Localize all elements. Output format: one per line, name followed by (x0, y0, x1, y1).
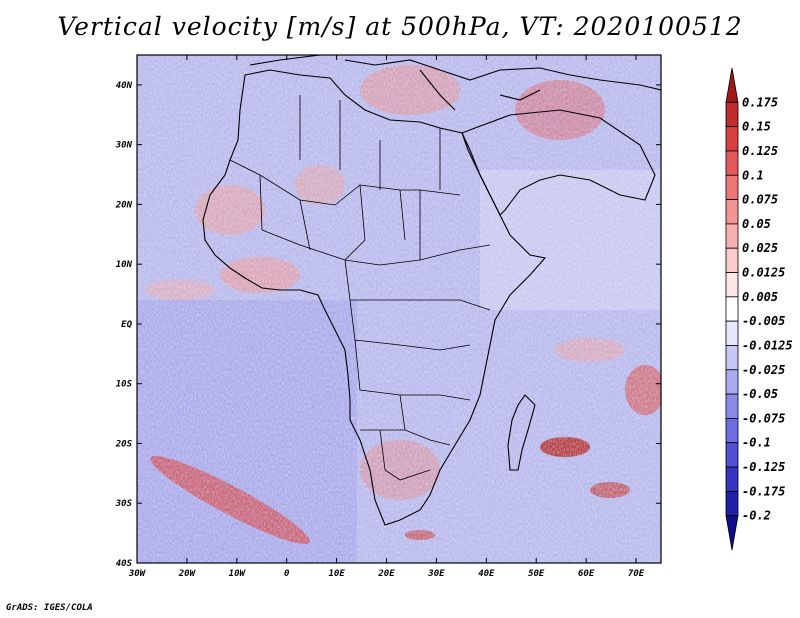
colorbar-swatch (725, 174, 739, 200)
colorbar-label: 0.005 (742, 290, 778, 304)
lon-label: 30W (128, 569, 147, 579)
lon-label: 10W (229, 569, 247, 579)
lat-label: 10S (116, 380, 133, 390)
colorbar: 0.175 0.15 0.125 0.1 0.075 0.05 0.025 0.0125 0.0… (725, 67, 793, 551)
lat-label: 30S (115, 499, 133, 509)
colorbar-swatch (725, 247, 739, 273)
colorbar-swatch (725, 199, 739, 225)
lon-label: 20W (178, 569, 197, 579)
colorbar-swatch (725, 418, 739, 444)
lat-label: 20S (115, 439, 133, 449)
colorbar-label: -0.005 (742, 314, 785, 328)
lat-label: 40S (116, 559, 133, 569)
colorbar-swatch (725, 296, 739, 322)
lon-label: 70E (628, 569, 645, 579)
lat-label: 10N (116, 260, 133, 270)
colorbar-swatch (725, 101, 739, 128)
colorbar-swatch (725, 320, 739, 346)
lat-label: 30N (115, 141, 133, 151)
colorbar-label: 0.175 (742, 95, 778, 109)
colorbar-label: 0.125 (742, 144, 778, 158)
colorbar-swatch (725, 345, 739, 371)
colorbar-label: 0.025 (742, 241, 778, 255)
colorbar-swatch (725, 369, 739, 395)
colorbar-label: 0.15 (742, 120, 771, 134)
colorbar-swatch (725, 393, 739, 419)
colorbar-label: -0.125 (742, 460, 785, 474)
lon-label: 50E (528, 569, 545, 579)
lat-label: 20N (115, 200, 133, 210)
colorbar-swatch (725, 223, 739, 249)
lon-label: 20E (377, 569, 395, 579)
colorbar-label: -0.2 (742, 509, 771, 523)
colorbar-swatch (725, 466, 739, 492)
colorbar-label: 0.05 (742, 217, 771, 231)
colorbar-arrow-top (725, 67, 739, 103)
longitude-axis: 30W 20W 10W 0 10E 20E 30E 40E 50E 60E 70E (128, 55, 645, 579)
credit-text: GrADS: IGES/COLA (6, 603, 93, 613)
colorbar-label: -0.1 (742, 436, 771, 450)
colorbar-swatch (725, 272, 739, 298)
colorbar-arrow-bottom (725, 515, 739, 551)
coastlines (202, 55, 661, 526)
colorbar-label: -0.0125 (742, 338, 793, 352)
lon-label: 0 (284, 569, 290, 579)
colorbar-swatch (725, 490, 739, 517)
lon-label: 30E (427, 569, 445, 579)
borders (229, 95, 491, 481)
lat-label: 40N (116, 81, 133, 91)
lon-label: 40E (478, 569, 495, 579)
colorbar-label: -0.175 (742, 484, 785, 498)
lat-label: EQ (121, 320, 132, 330)
colorbar-label: 0.075 (742, 193, 778, 207)
latitude-axis: 40N 30N 20N 10N EQ 10S 20S 30S 40S (115, 81, 661, 569)
colorbar-label: -0.05 (742, 387, 778, 401)
colorbar-swatch (725, 150, 739, 176)
map-title: Vertical velocity [m/s] at 500hPa, VT: 2… (57, 12, 743, 41)
colorbar-label: 0.0125 (742, 266, 785, 280)
colorbar-swatch (725, 126, 739, 152)
colorbar-label: -0.075 (742, 411, 785, 425)
velocity-field (137, 55, 661, 563)
lon-label: 60E (578, 569, 595, 579)
colorbar-label: -0.025 (742, 363, 785, 377)
map-frame (136, 54, 662, 564)
colorbar-swatch (725, 442, 739, 468)
lon-label: 10E (328, 569, 345, 579)
colorbar-label: 0.1 (742, 168, 764, 182)
